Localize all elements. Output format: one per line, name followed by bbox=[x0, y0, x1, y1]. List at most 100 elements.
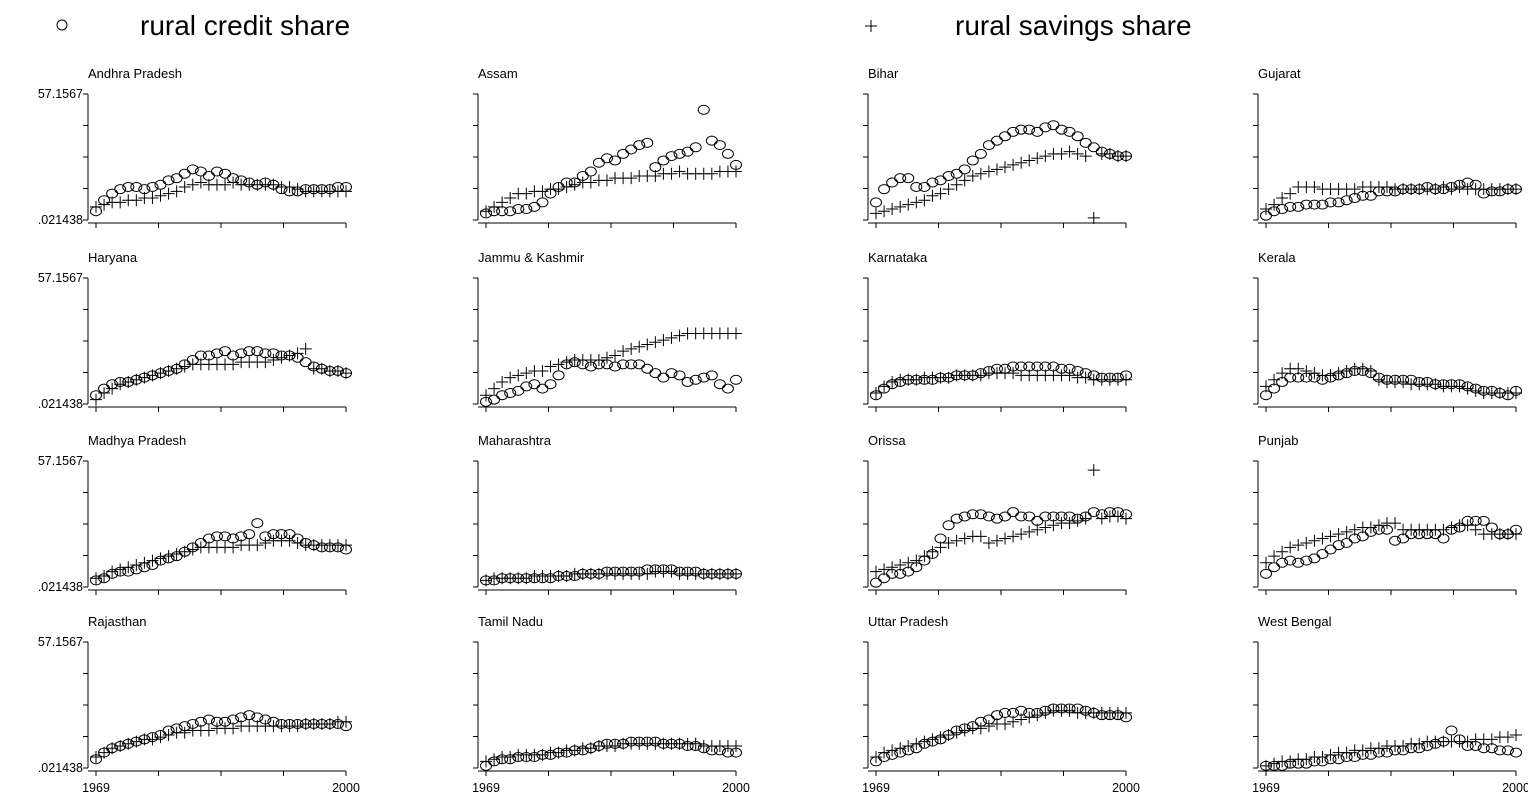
credit-point bbox=[641, 363, 654, 374]
panel-title: Andhra Pradesh bbox=[88, 66, 182, 81]
savings-point bbox=[1461, 382, 1474, 395]
savings-point bbox=[1039, 706, 1052, 719]
savings-point bbox=[1332, 367, 1345, 380]
credit-point bbox=[178, 721, 191, 732]
credit-point bbox=[713, 745, 726, 756]
credit-point bbox=[730, 374, 742, 385]
credit-point bbox=[560, 747, 573, 758]
savings-point bbox=[625, 342, 638, 355]
credit-point bbox=[243, 346, 256, 357]
credit-point bbox=[1300, 758, 1313, 769]
credit-point bbox=[999, 363, 1012, 374]
credit-point bbox=[512, 752, 525, 763]
credit-point bbox=[1356, 190, 1369, 201]
credit-point bbox=[681, 740, 694, 751]
panel-title: Assam bbox=[478, 66, 518, 81]
savings-point bbox=[1015, 156, 1028, 169]
credit-point bbox=[1260, 568, 1272, 579]
savings-point bbox=[1308, 534, 1321, 547]
credit-point bbox=[544, 573, 557, 584]
savings-point bbox=[730, 327, 742, 340]
savings-point bbox=[999, 532, 1012, 545]
credit-point bbox=[251, 712, 264, 723]
savings-point bbox=[1356, 362, 1369, 375]
credit-point bbox=[130, 181, 143, 192]
credit-point bbox=[966, 370, 979, 381]
savings-point bbox=[1260, 203, 1272, 216]
credit-point bbox=[210, 166, 223, 177]
credit-point bbox=[1284, 555, 1297, 566]
credit-point bbox=[1047, 511, 1060, 522]
credit-point bbox=[1429, 738, 1442, 749]
credit-point bbox=[1120, 509, 1132, 520]
credit-point bbox=[1292, 557, 1305, 568]
credit-point bbox=[194, 350, 207, 361]
credit-point bbox=[649, 736, 662, 747]
x-tick-label-start: 1969 bbox=[862, 781, 890, 795]
credit-point bbox=[657, 372, 670, 383]
credit-point bbox=[130, 564, 143, 575]
credit-point bbox=[1493, 186, 1506, 197]
credit-point bbox=[942, 520, 955, 531]
panel-tamil-nadu: Tamil Nadu 1969 2000 bbox=[472, 614, 750, 795]
savings-point bbox=[1023, 525, 1036, 538]
savings-point bbox=[1324, 530, 1337, 543]
credit-point bbox=[990, 513, 1003, 524]
credit-point bbox=[1284, 372, 1297, 383]
credit-point bbox=[307, 184, 320, 195]
savings-point bbox=[999, 717, 1012, 730]
savings-point bbox=[609, 739, 622, 752]
credit-point bbox=[1356, 749, 1369, 760]
credit-point bbox=[154, 555, 167, 566]
credit-point bbox=[331, 181, 344, 192]
credit-point bbox=[315, 542, 328, 553]
credit-point bbox=[633, 359, 646, 370]
credit-point bbox=[713, 568, 726, 579]
credit-point bbox=[480, 208, 492, 219]
credit-point bbox=[1332, 754, 1345, 765]
credit-point bbox=[1095, 372, 1108, 383]
credit-point bbox=[894, 376, 907, 387]
credit-point bbox=[1340, 752, 1353, 763]
credit-point bbox=[1477, 515, 1490, 526]
credit-point bbox=[625, 736, 638, 747]
credit-point bbox=[496, 573, 509, 584]
savings-point bbox=[1284, 755, 1297, 768]
savings-point bbox=[705, 167, 718, 180]
credit-point bbox=[934, 533, 947, 544]
credit-point bbox=[1268, 206, 1281, 217]
credit-point bbox=[323, 542, 336, 553]
panel-west-bengal: West Bengal 1969 2000 bbox=[1252, 614, 1528, 795]
savings-point bbox=[299, 342, 312, 355]
savings-point bbox=[878, 205, 891, 218]
credit-point bbox=[657, 738, 670, 749]
savings-point bbox=[1453, 180, 1466, 193]
credit-point bbox=[1469, 179, 1482, 190]
credit-point bbox=[982, 140, 995, 151]
credit-point bbox=[1095, 146, 1108, 157]
savings-point bbox=[267, 353, 280, 366]
savings-point bbox=[170, 547, 183, 560]
panel-uttar-pradesh: Uttar Pradesh 1969 2000 bbox=[862, 614, 1140, 795]
credit-point bbox=[480, 575, 492, 586]
credit-point bbox=[528, 752, 541, 763]
credit-point bbox=[90, 575, 102, 586]
credit-point bbox=[568, 357, 581, 368]
savings-point bbox=[918, 194, 931, 207]
credit-point bbox=[926, 374, 939, 385]
credit-point bbox=[649, 162, 662, 173]
credit-point bbox=[1079, 137, 1092, 148]
credit-point bbox=[1437, 736, 1450, 747]
savings-point bbox=[194, 176, 207, 189]
credit-point bbox=[1071, 703, 1084, 714]
credit-point bbox=[259, 531, 272, 542]
savings-point bbox=[870, 207, 882, 220]
credit-point bbox=[122, 181, 135, 192]
credit-point bbox=[617, 738, 630, 749]
credit-point bbox=[1268, 562, 1281, 573]
credit-point bbox=[1007, 507, 1020, 518]
credit-point bbox=[1510, 184, 1522, 195]
savings-point bbox=[1284, 187, 1297, 200]
savings-point bbox=[942, 183, 955, 196]
credit-point bbox=[227, 350, 240, 361]
